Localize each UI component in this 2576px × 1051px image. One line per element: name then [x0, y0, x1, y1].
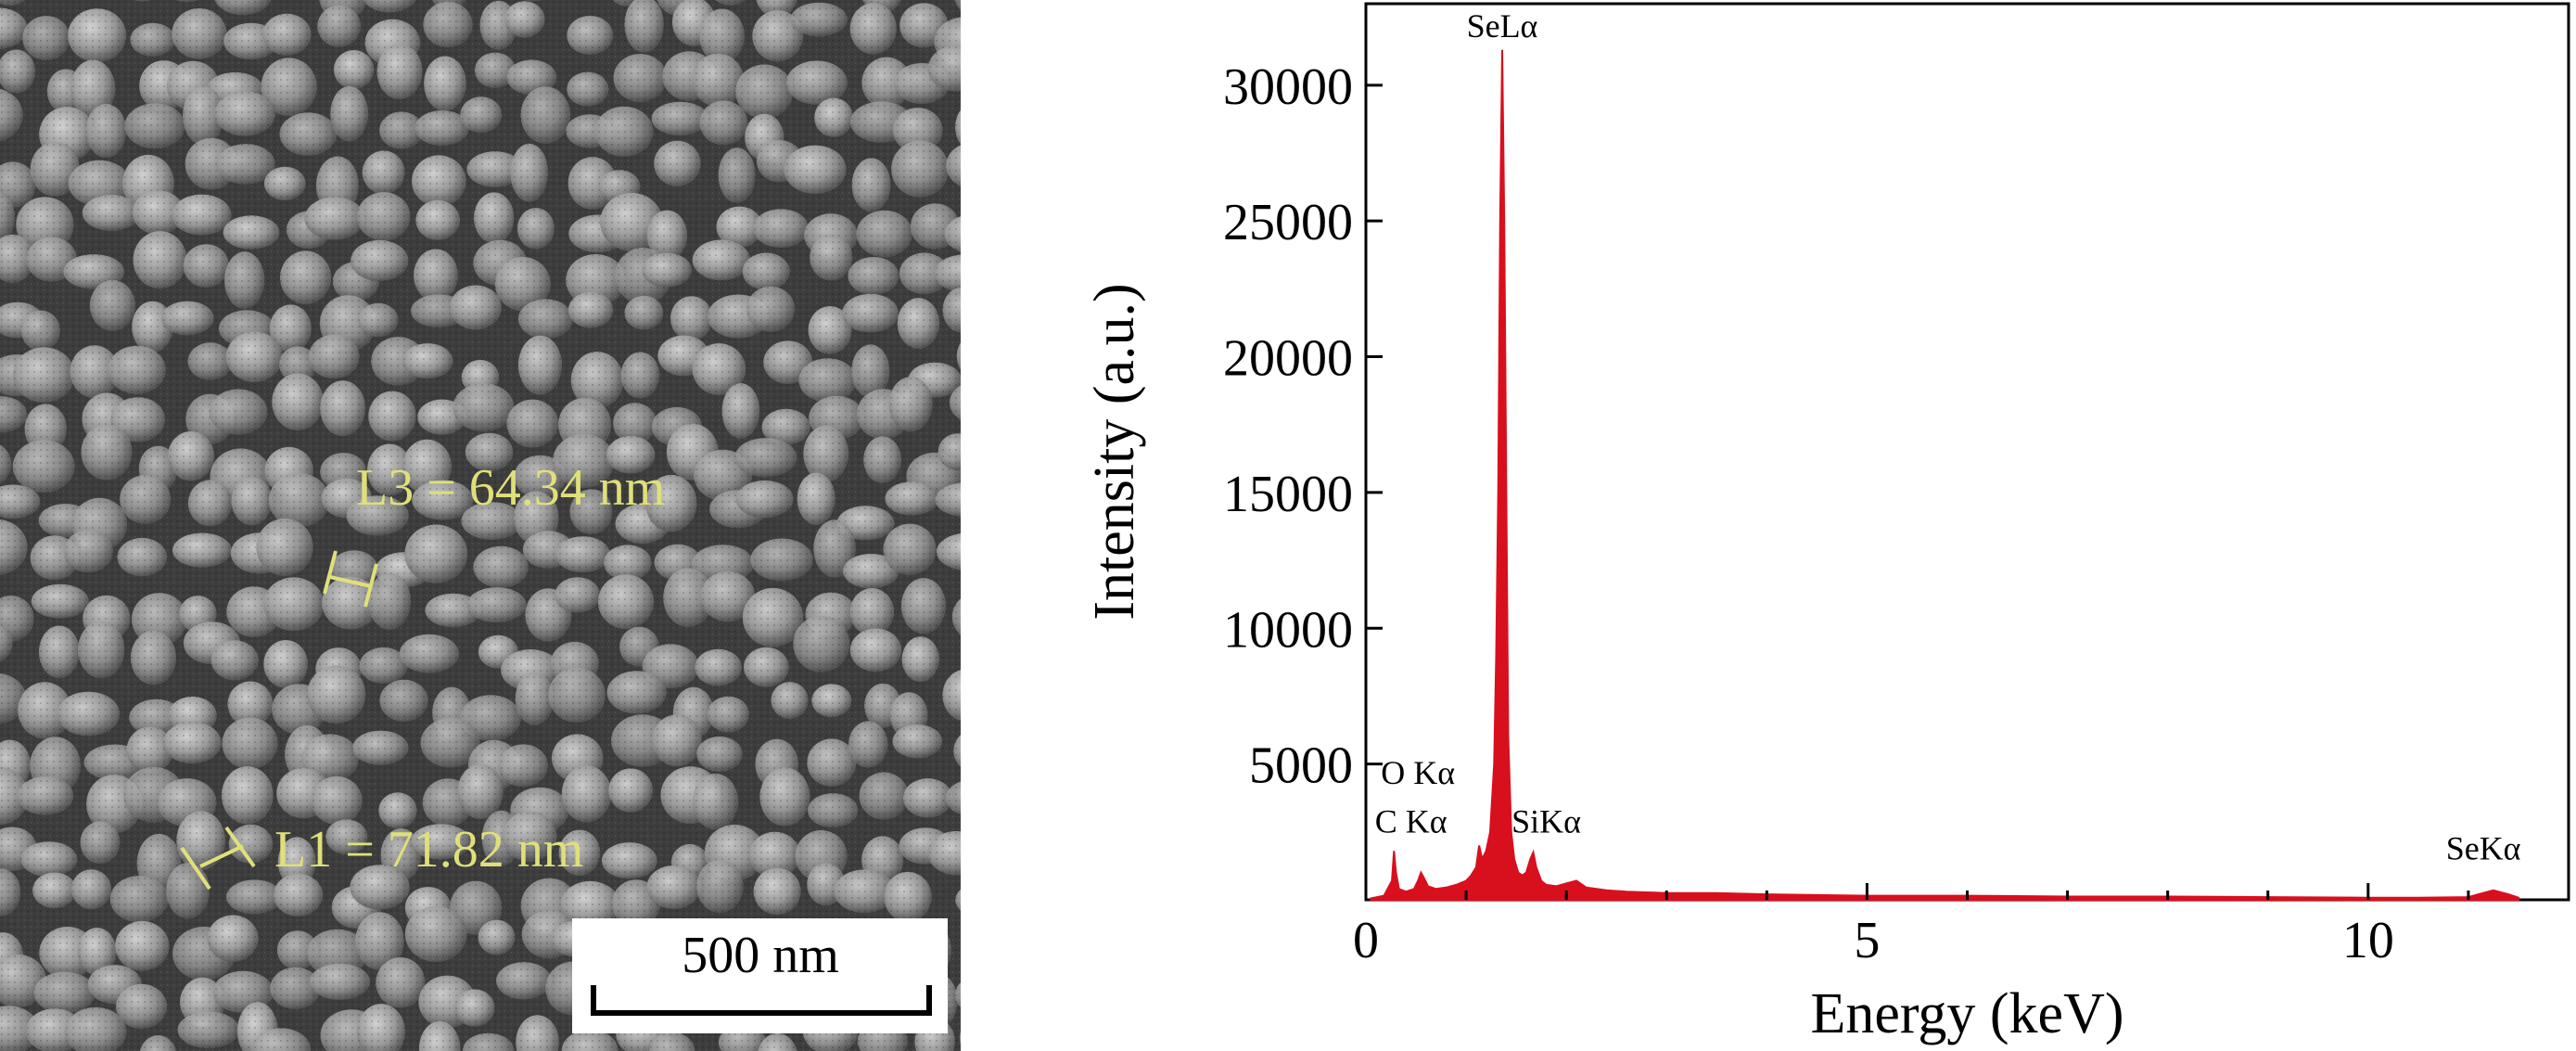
sem-micrograph: L3 = 64.34 nm L1 = 71.82 nm 500 nm [0, 0, 961, 1051]
chart-canvas: 0 5 10 5000 10000 15000 20000 25000 30000 SeLα O… [1083, 2, 2570, 1045]
x-tick-label: 10 [2342, 912, 2394, 969]
scale-bar: 500 nm [572, 918, 948, 1033]
spectrum-layer [1370, 49, 2519, 901]
y-axis-title: Intensity (a.u.) [1083, 283, 1146, 620]
x-axis-title: Energy (keV) [1810, 982, 2123, 1045]
measurement-label-l3: L3 = 64.34 nm [356, 459, 665, 517]
plot-frame [1364, 2, 2570, 902]
peak-label: O Kα [1381, 754, 1455, 791]
sem-image: L3 = 64.34 nm L1 = 71.82 nm 500 nm [0, 0, 961, 1051]
scale-bar-label: 500 nm [682, 927, 839, 984]
measure-cap-l3-a [323, 550, 338, 595]
peak-label: C Kα [1375, 802, 1447, 840]
x-axis: 0 5 10 [1353, 883, 2470, 969]
measurement-l3: L3 = 64.34 nm [323, 459, 665, 608]
peak-labels: SeLα O Kα C Kα SiKα SeKα [1375, 7, 2521, 867]
measure-line-l3 [329, 575, 372, 588]
eds-spectrum-chart: 0 5 10 5000 10000 15000 20000 25000 30000 SeLα O… [1057, 0, 2576, 1051]
y-tick-label: 20000 [1223, 330, 1353, 388]
measurement-label-l1: L1 = 71.82 nm [274, 821, 583, 878]
y-axis: 5000 10000 15000 20000 25000 30000 [1223, 58, 1383, 795]
y-tick-label: 30000 [1223, 58, 1353, 116]
x-tick-label: 0 [1353, 912, 1379, 969]
y-tick-label: 15000 [1223, 466, 1353, 523]
scale-bar-line [591, 985, 932, 1016]
peak-label: SeLα [1467, 7, 1538, 45]
measurement-l1: L1 = 71.82 nm [180, 821, 583, 891]
measure-line-l1 [199, 844, 244, 868]
y-tick-label: 5000 [1249, 737, 1353, 795]
measure-cap-l1-b [224, 826, 256, 868]
peak-label: SiKα [1511, 802, 1581, 840]
y-tick-label: 10000 [1223, 601, 1353, 659]
measure-cap-l3-b [363, 563, 378, 608]
spectrum-area [1370, 49, 2519, 901]
y-tick-label: 25000 [1223, 194, 1353, 251]
measure-cap-l1-a [180, 846, 211, 891]
peak-label: SeKα [2446, 830, 2521, 867]
sem-noise [0, 0, 961, 1051]
x-tick-label: 5 [1854, 912, 1880, 969]
